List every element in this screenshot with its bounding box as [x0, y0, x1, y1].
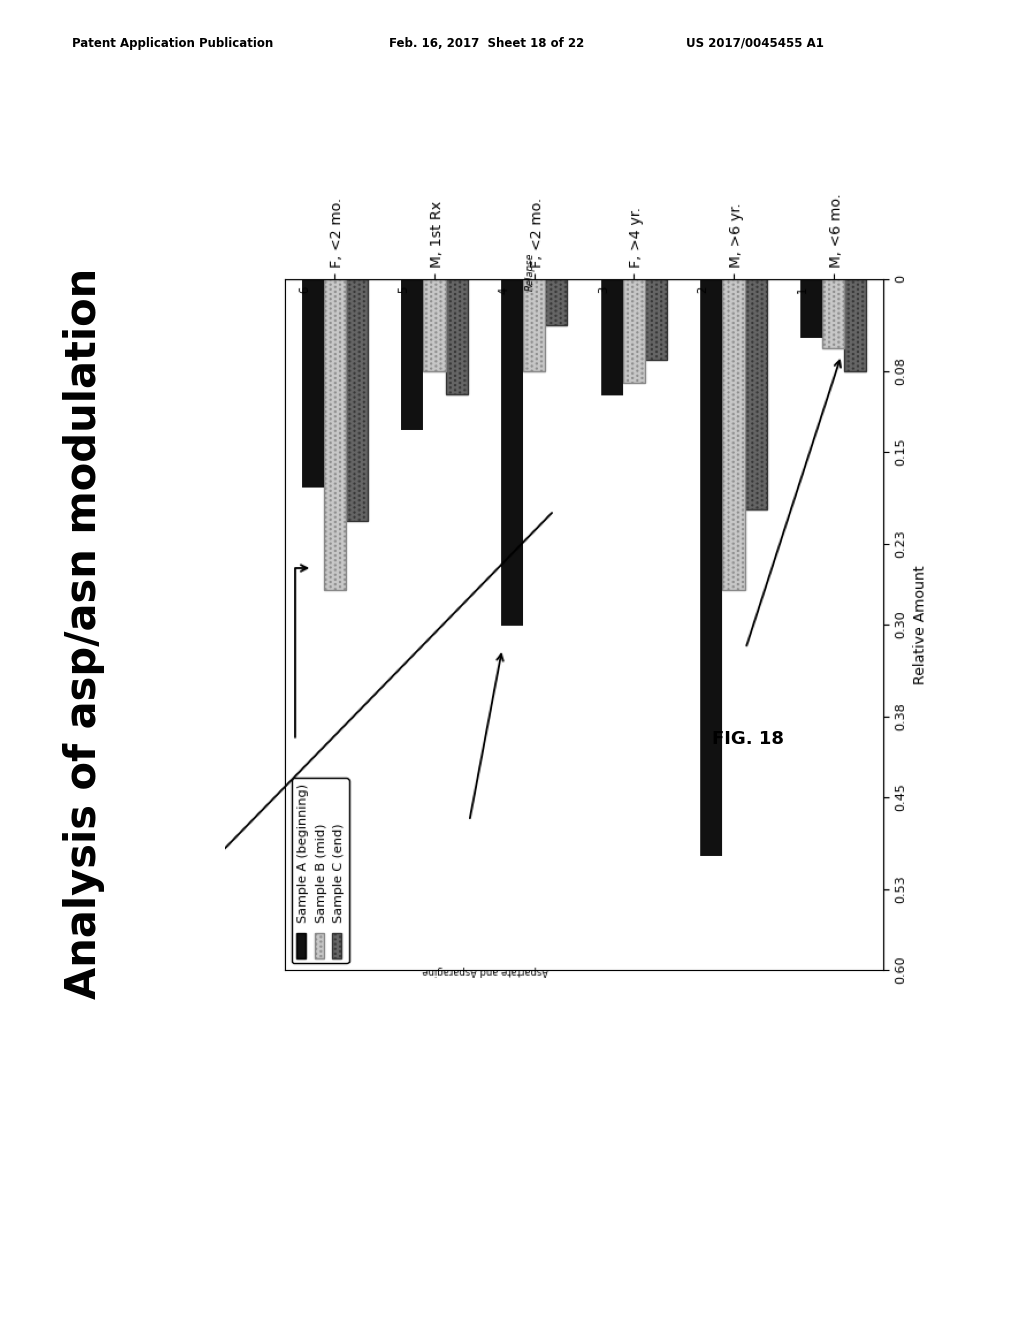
Text: Feb. 16, 2017  Sheet 18 of 22: Feb. 16, 2017 Sheet 18 of 22 — [389, 37, 585, 50]
Text: US 2017/0045455 A1: US 2017/0045455 A1 — [686, 37, 824, 50]
Text: Analysis of asp/asn modulation: Analysis of asp/asn modulation — [62, 268, 105, 999]
Text: FIG. 18: FIG. 18 — [712, 730, 783, 748]
Text: Patent Application Publication: Patent Application Publication — [72, 37, 273, 50]
